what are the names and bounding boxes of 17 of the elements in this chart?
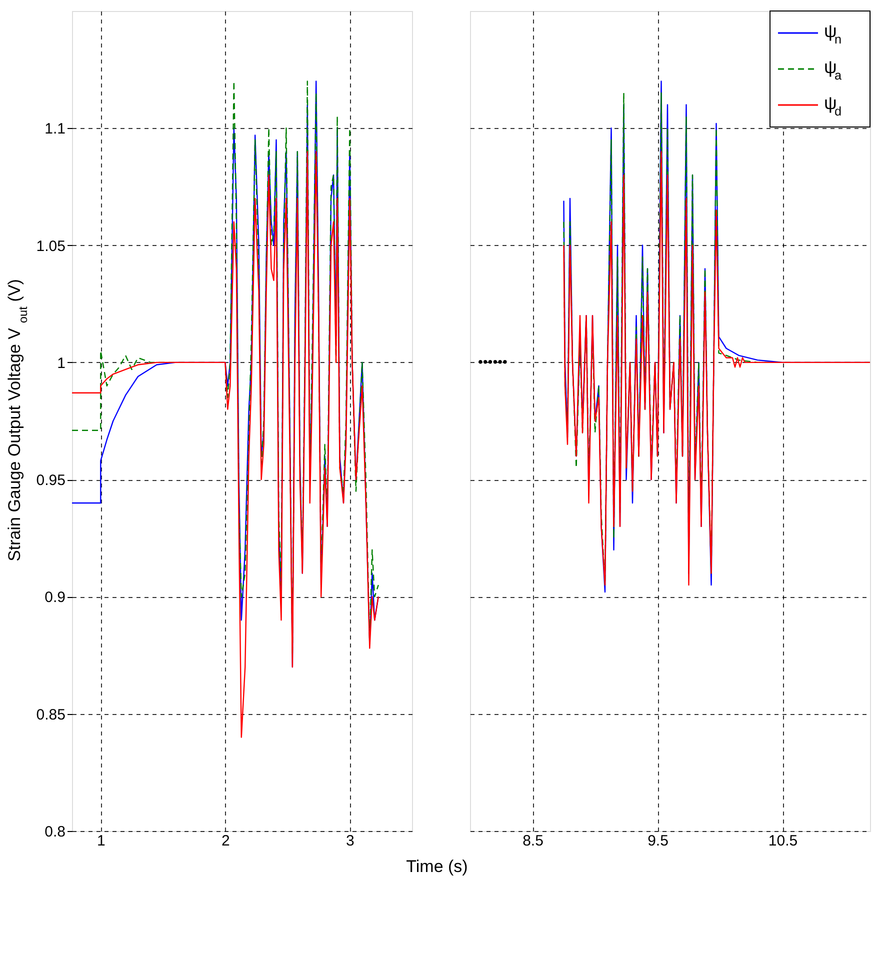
- y-tick-label: 0.95: [36, 472, 66, 490]
- y-axis-title: Strain Gauge Output Voltage Vout (V): [5, 279, 30, 562]
- x-axis-title: Time (s): [406, 857, 468, 876]
- x-tick-label: 10.5: [768, 832, 798, 850]
- annotation: ••••••: [478, 353, 508, 370]
- y-tick-label: 0.85: [36, 706, 66, 724]
- x-tick-label: 2: [222, 832, 230, 850]
- x-tick-label: 9.5: [648, 832, 668, 850]
- y-tick-label: 0.8: [44, 824, 66, 840]
- y-tick-label: 0.9: [44, 589, 66, 606]
- x-tick-label: 1: [96, 832, 106, 850]
- y-tick-label: 1.05: [36, 238, 66, 255]
- y-tick-label: 1.1: [44, 120, 66, 138]
- x-tick-label: 8.5: [522, 832, 544, 850]
- y-tick-label: 1: [57, 354, 66, 372]
- x-tick-label: 3: [346, 832, 354, 850]
- line-series: [72, 150, 379, 738]
